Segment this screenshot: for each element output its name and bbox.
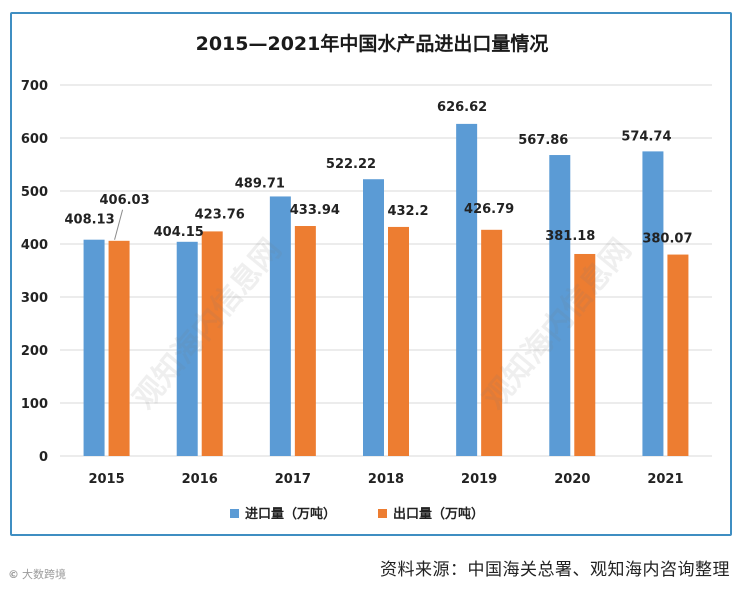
y-tick-label: 200 [21,344,48,359]
chart-title: 2015—2021年中国水产品进出口量情况 [196,32,549,55]
data-label-import: 567.86 [518,133,568,148]
leader-line [114,209,124,240]
x-tick-label: 2016 [182,472,218,487]
data-label-export: 426.79 [464,202,514,217]
bar-import [269,196,291,456]
y-tick-label: 600 [21,132,48,147]
bar-import [176,241,198,456]
bar-export [108,240,130,456]
x-tick-label: 2020 [554,472,590,487]
bar-export [667,254,689,456]
bar-export [201,231,223,456]
data-label-export: 380.07 [642,232,692,247]
y-tick-label: 0 [39,450,48,465]
y-tick-label: 500 [21,185,48,200]
bar-export [388,226,409,456]
data-label-export: 381.18 [545,229,595,244]
y-tick-label: 700 [21,79,48,94]
legend-swatch [230,509,239,518]
bar-import [456,123,478,456]
brand-name: 大数跨境 [22,568,66,581]
bar-export [574,253,596,456]
x-tick-label: 2015 [88,472,124,487]
data-label-import: 522.22 [326,157,376,172]
legend-label: 出口量（万吨） [393,506,484,522]
x-tick-label: 2021 [647,472,683,487]
y-tick-label: 400 [21,238,48,253]
data-labels: 408.13 406.03 404.15 423.76 489.71 433.94 522.… [64,100,692,247]
legend: 进口量（万吨） 出口量（万吨） [230,506,484,522]
data-label-import: 404.15 [154,225,204,240]
gridlines [60,84,712,457]
x-tick-label: 2018 [368,472,404,487]
bar-import [363,179,384,457]
brand-logo-icon: © [8,568,19,581]
x-axis: 2015 2016 2017 2018 2019 2020 2021 [88,472,683,487]
source-note: 资料来源：中国海关总署、观知海内咨询整理 [380,560,730,580]
data-label-export: 423.76 [195,207,245,222]
data-label-import: 574.74 [621,129,671,144]
y-axis: 0 100 200 300 400 500 600 700 [21,79,48,465]
x-tick-label: 2017 [275,472,311,487]
bar-export [294,226,316,456]
y-tick-label: 100 [21,397,48,412]
y-tick-label: 300 [21,291,48,306]
legend-label: 进口量（万吨） [245,506,336,522]
data-label-import: 408.13 [64,213,114,228]
data-label-export: 406.03 [99,193,149,208]
bar-import [549,155,571,457]
bar-import [642,151,664,456]
bars [83,123,689,457]
brand-mark: © 大数跨境 [8,566,66,582]
x-tick-label: 2019 [461,472,497,487]
legend-swatch [378,509,387,518]
data-label-export: 432.2 [387,204,428,219]
data-label-export: 433.94 [290,203,340,218]
bar-import [83,239,105,456]
data-label-import: 489.71 [235,176,285,191]
data-label-import: 626.62 [437,100,487,115]
bar-export [481,229,503,456]
